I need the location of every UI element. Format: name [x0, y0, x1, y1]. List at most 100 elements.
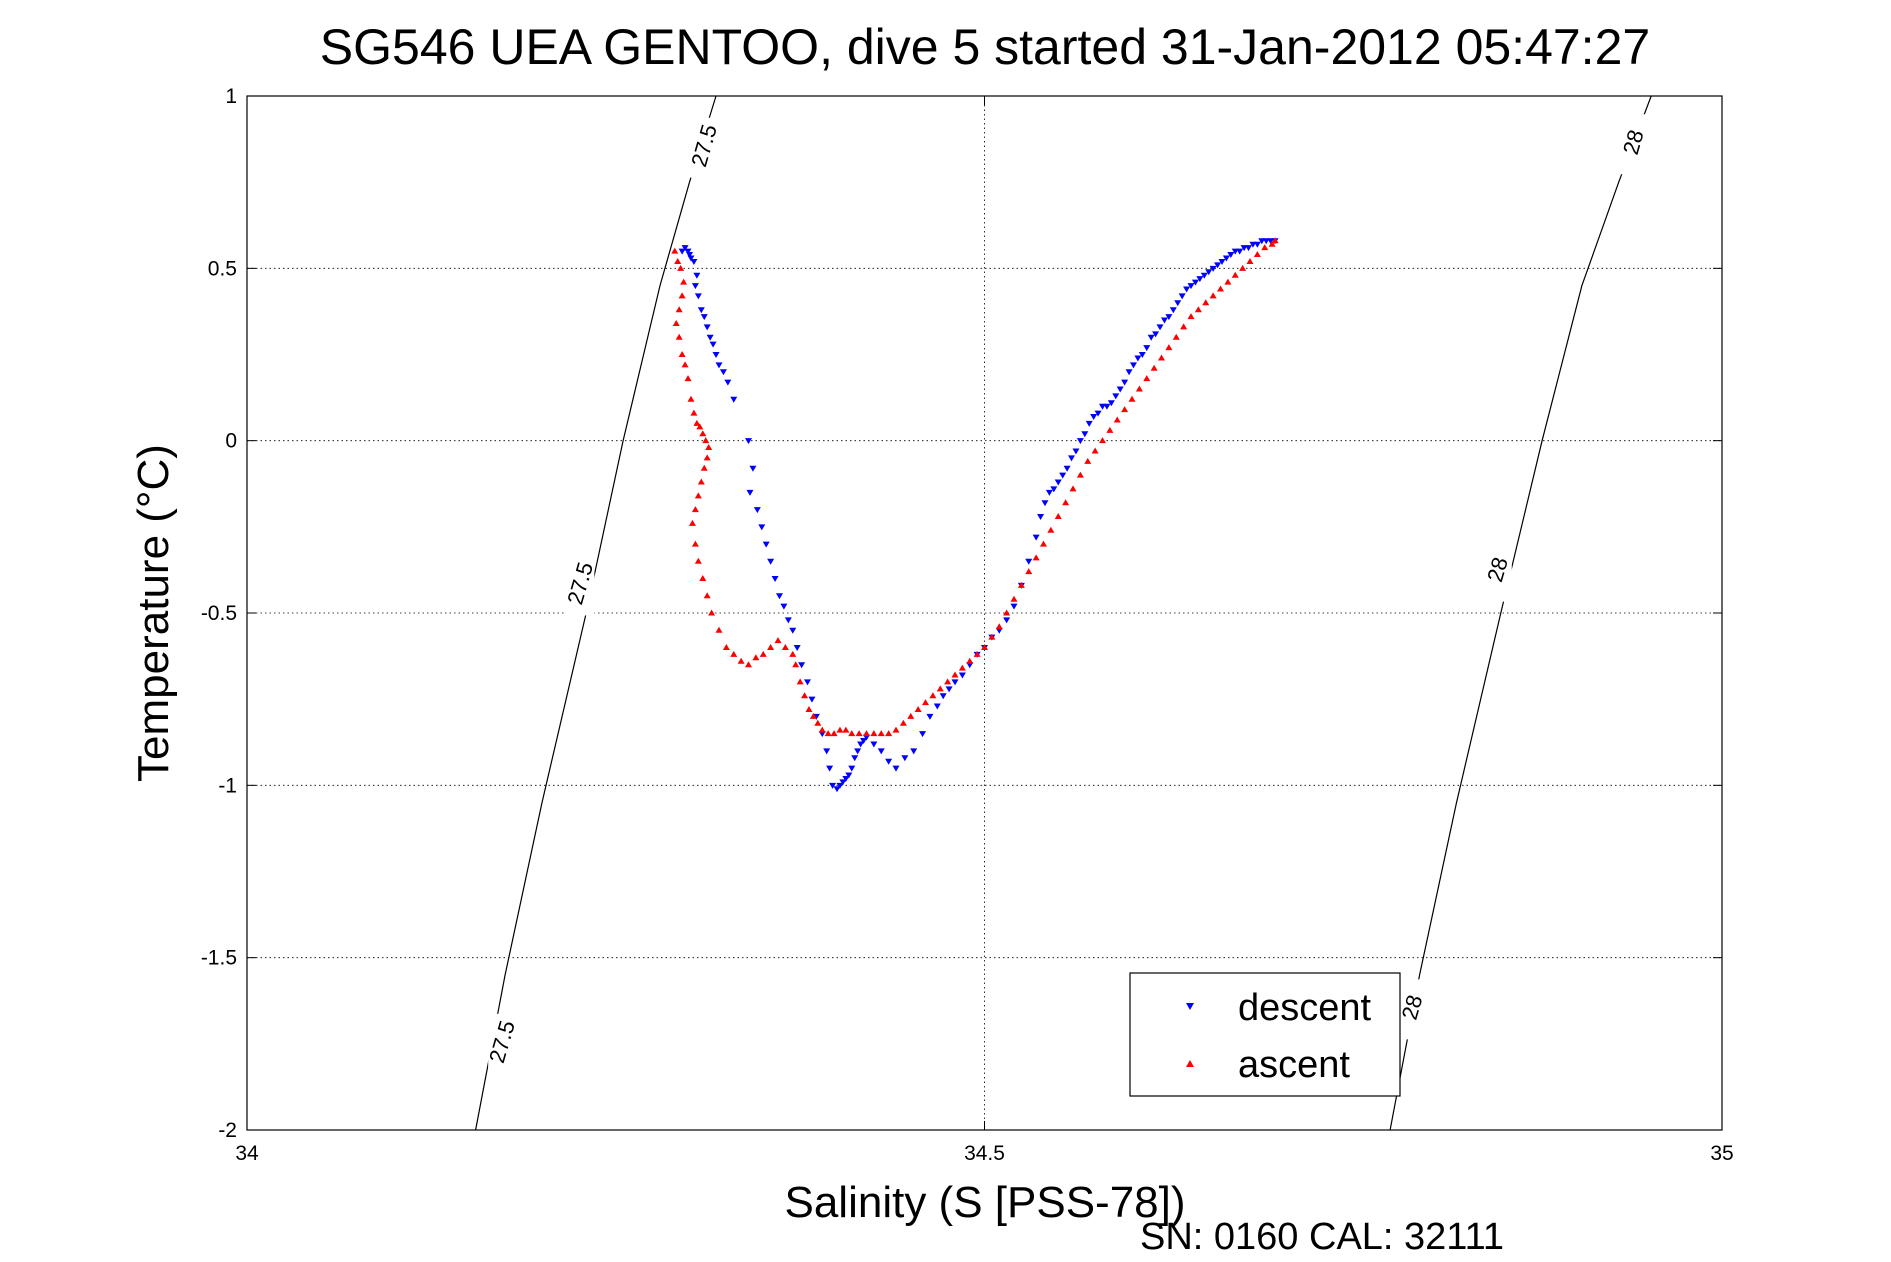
legend-box — [1129, 972, 1401, 1097]
ascent-point — [681, 361, 689, 368]
descent-point — [798, 662, 806, 669]
descent-point — [1209, 265, 1217, 272]
ascent-point — [870, 730, 878, 737]
ascent-point — [1239, 264, 1247, 271]
descent-point — [1222, 255, 1230, 262]
descent-point — [926, 713, 934, 720]
x-tick-label: 34.5 — [964, 1142, 1005, 1165]
grid-lines — [247, 96, 1722, 1130]
descent-point — [1090, 414, 1098, 421]
contour-label-gap — [566, 555, 595, 616]
ascent-point — [678, 292, 686, 299]
descent-point — [1262, 238, 1270, 245]
descent-point — [686, 252, 693, 259]
descent-point — [1218, 258, 1226, 265]
ascent-point — [691, 540, 699, 547]
descent-point — [1085, 420, 1093, 427]
ascent-point — [1165, 344, 1173, 351]
descent-point — [691, 283, 699, 290]
descent-point — [833, 786, 841, 793]
descent-point — [1081, 431, 1089, 438]
descent-point — [715, 362, 723, 369]
descent-point — [1094, 410, 1102, 417]
legend-label-descent: descent — [1238, 987, 1372, 1029]
ascent-point — [814, 719, 822, 726]
descent-point — [839, 779, 847, 786]
ascent-point — [899, 719, 907, 726]
ascent-point — [1268, 240, 1276, 247]
descent-point — [1045, 489, 1053, 496]
descent-point — [730, 396, 738, 403]
descent-point — [1025, 558, 1033, 565]
ascent-point — [842, 726, 850, 733]
ascent-point — [693, 419, 701, 426]
descent-point — [1187, 283, 1195, 290]
ascent-point — [877, 730, 885, 737]
descent-point — [1125, 369, 1133, 376]
ascent-point — [752, 654, 760, 661]
descent-point — [885, 758, 893, 765]
ascent-point — [1025, 568, 1033, 575]
ascent-point — [1076, 471, 1084, 478]
ascent-point — [705, 444, 713, 451]
ascent-point — [1271, 237, 1279, 244]
legend-marker-ascent — [1186, 1060, 1194, 1067]
ascent-point — [1091, 447, 1099, 454]
descent-point — [1129, 362, 1137, 369]
descent-point — [854, 748, 862, 755]
ascent-point — [671, 247, 679, 254]
ascent-point — [737, 657, 745, 664]
descent-point — [857, 741, 865, 748]
descent-point — [823, 748, 831, 755]
descent-point — [851, 755, 859, 762]
y-axis-label: Temperature (°C) — [129, 444, 178, 782]
descent-point — [771, 576, 779, 583]
ascent-point — [1246, 257, 1254, 264]
x-tick-label: 34 — [235, 1142, 259, 1165]
descent-point — [919, 731, 927, 738]
ascent-point — [981, 643, 988, 650]
ascent-point — [674, 257, 682, 264]
descent-point — [1205, 269, 1213, 276]
descent-point — [784, 617, 792, 624]
ascent-point — [1150, 364, 1158, 371]
ascent-point — [914, 706, 922, 713]
contour-label-gap — [1619, 114, 1648, 175]
ascent-point — [708, 609, 716, 616]
ascent-point — [1062, 499, 1070, 506]
descent-point — [1253, 241, 1261, 248]
ascent-point — [951, 671, 959, 678]
descent-point — [1165, 314, 1173, 321]
ascent-point — [774, 637, 782, 644]
descent-point — [700, 314, 708, 321]
ascent-point — [1202, 299, 1210, 306]
y-tick-label: -2 — [218, 1119, 237, 1142]
descent-point — [1227, 252, 1235, 259]
descent-point — [1059, 472, 1067, 479]
y-tick-label: 1 — [225, 85, 237, 108]
ascent-point — [805, 706, 813, 713]
descent-point — [808, 696, 816, 703]
descent-point — [1041, 500, 1049, 507]
descent-point — [877, 748, 885, 755]
descent-point — [1068, 455, 1076, 462]
ascent-point — [830, 730, 838, 737]
descent-point — [1072, 448, 1080, 455]
ascent-point — [1128, 395, 1136, 402]
descent-point — [1103, 403, 1111, 410]
ascent-point — [958, 664, 966, 671]
density-contour-line — [475, 95, 717, 1131]
ascent-point — [885, 730, 893, 737]
ascent-point — [1253, 251, 1261, 258]
ascent-point — [809, 712, 817, 719]
ascent-point — [675, 333, 683, 340]
ascent-point — [929, 692, 937, 699]
descent-point — [758, 524, 766, 531]
descent-point — [826, 765, 834, 772]
ascent-point — [687, 395, 695, 402]
ascent-point — [700, 464, 708, 471]
ascent-point — [1180, 323, 1188, 330]
y-tick-label: 0 — [225, 430, 237, 453]
descent-point — [829, 782, 837, 789]
